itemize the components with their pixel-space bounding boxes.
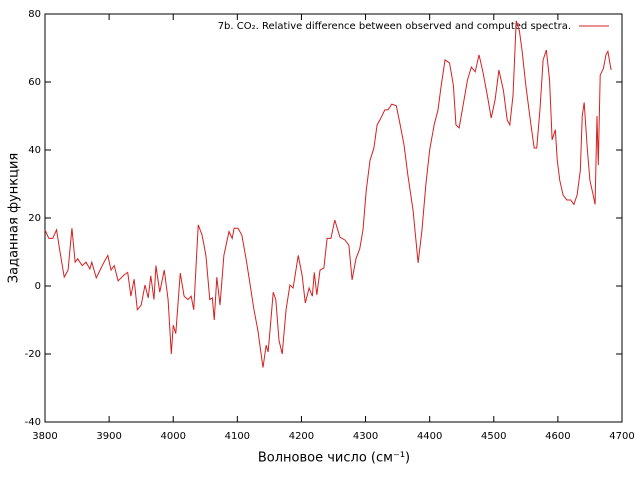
y-tick-label: 80 [28,9,41,20]
plot-border [44,13,623,423]
x-tick-label: 3800 [32,431,57,442]
x-tick-label: 4200 [289,431,314,442]
y-tick-label: 20 [28,213,41,224]
y-tick-label: 40 [28,145,41,156]
x-axis-label: Волновое число (см⁻¹) [258,451,410,466]
x-tick-label: 4300 [353,431,378,442]
x-tick-label: 4600 [545,431,570,442]
x-tick-label: 3900 [96,431,121,442]
y-tick-label: -20 [25,349,41,360]
legend-label: 7b. CO₂. Relative difference between obs… [218,21,571,32]
x-tick-label: 4000 [160,431,185,442]
y-axis-label: Заданная функция [7,153,22,283]
x-tick-label: 4100 [225,431,250,442]
x-tick-label: 4500 [481,431,506,442]
y-tick-label: -40 [25,417,41,428]
x-tick-label: 4700 [609,431,634,442]
y-tick-label: 0 [35,281,41,292]
y-tick-label: 60 [28,77,41,88]
x-tick-label: 4400 [417,431,442,442]
data-line [44,20,612,368]
